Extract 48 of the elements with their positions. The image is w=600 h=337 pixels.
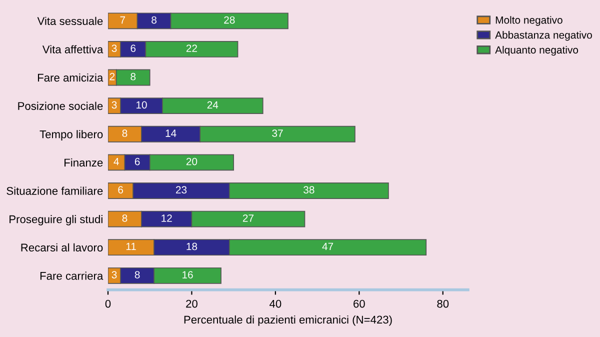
legend-label: Molto negativo bbox=[496, 16, 562, 26]
data-label: 3 bbox=[112, 101, 117, 109]
data-label: 8 bbox=[122, 130, 128, 137]
data-label: 2 bbox=[110, 72, 115, 80]
data-label: 8 bbox=[152, 16, 156, 24]
y-tick-label: Posizione sociale bbox=[18, 102, 103, 110]
y-tick-label: Tempo libero bbox=[40, 130, 103, 140]
data-label: 37 bbox=[272, 130, 283, 137]
data-label: 47 bbox=[322, 242, 334, 250]
x-tick-label: 80 bbox=[437, 300, 449, 308]
y-tick-label: Recarsi al lavoro bbox=[21, 243, 103, 252]
data-label: 6 bbox=[130, 44, 136, 52]
legend-label: Abbastanza negativo bbox=[495, 31, 592, 41]
data-label: 20 bbox=[186, 158, 198, 166]
data-label: 11 bbox=[126, 242, 136, 250]
x-tick-label: 20 bbox=[186, 300, 198, 308]
data-label: 22 bbox=[186, 44, 197, 52]
data-label: 28 bbox=[224, 16, 235, 24]
legend-label: Alquanto negativo bbox=[495, 46, 578, 56]
x-axis-title: Percentuale di pazienti emicranici (N=423) bbox=[184, 315, 392, 326]
data-label: 3 bbox=[112, 271, 117, 278]
y-tick-label: Proseguire gli studi bbox=[10, 215, 102, 226]
data-label: 4 bbox=[114, 158, 119, 166]
y-tick-label: Fare carriera bbox=[40, 272, 104, 280]
data-label: 3 bbox=[112, 44, 117, 52]
data-label: 27 bbox=[242, 214, 254, 222]
data-label: 23 bbox=[176, 186, 187, 194]
data-label: 12 bbox=[162, 214, 172, 222]
data-label: 8 bbox=[130, 72, 136, 80]
data-label: 18 bbox=[186, 242, 198, 250]
y-tick-label: Finanze bbox=[64, 158, 103, 167]
data-label: 38 bbox=[304, 186, 314, 194]
y-tick-label: Situazione familiare bbox=[6, 186, 103, 195]
x-tick-label: 40 bbox=[270, 300, 282, 308]
data-label: 7 bbox=[120, 16, 126, 24]
data-label: 14 bbox=[166, 130, 176, 137]
data-label: 8 bbox=[122, 214, 128, 222]
data-label: 6 bbox=[134, 158, 140, 166]
y-tick-label: Vita affettiva bbox=[42, 45, 104, 54]
x-tick-label: 0 bbox=[105, 300, 111, 308]
data-label: 6 bbox=[118, 186, 123, 194]
data-label: 8 bbox=[134, 271, 140, 278]
data-label: 10 bbox=[136, 101, 147, 109]
data-label: 24 bbox=[207, 101, 218, 109]
data-label: 16 bbox=[182, 271, 193, 278]
y-tick-label: Fare amicizia bbox=[38, 73, 104, 82]
y-tick-label: Vita sessuale bbox=[37, 16, 103, 26]
x-tick-label: 60 bbox=[354, 300, 365, 308]
